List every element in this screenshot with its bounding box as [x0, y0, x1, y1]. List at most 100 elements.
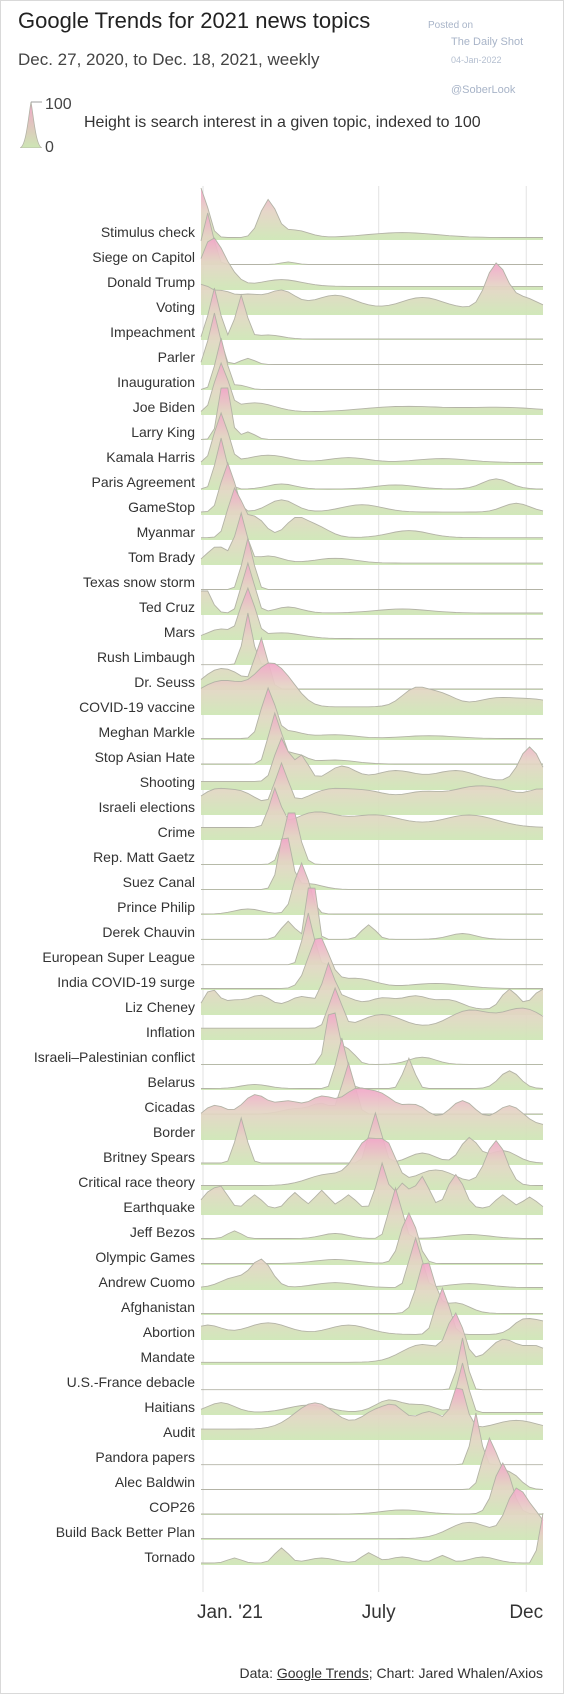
topic-label: Audit — [163, 1424, 195, 1440]
ridge-line — [200, 586, 543, 640]
ridge-line — [201, 537, 543, 590]
ridge-area — [201, 363, 543, 415]
ridge-area — [201, 588, 543, 640]
ridge-line — [200, 511, 543, 564]
ridge-line — [201, 1487, 544, 1540]
ridge-line — [201, 1387, 544, 1430]
chart-title: Google Trends for 2021 news topics — [18, 8, 371, 33]
ridge-line — [201, 812, 543, 865]
topic-label: Andrew Cuomo — [99, 1274, 196, 1290]
ridge-line — [201, 1037, 544, 1089]
ridge-area — [201, 688, 543, 740]
ridge-line — [201, 711, 543, 765]
topic-label: Voting — [156, 299, 195, 315]
ridge-line — [200, 861, 543, 915]
topic-label: Kamala Harris — [106, 449, 195, 465]
x-tick-label: Dec — [509, 1602, 543, 1623]
ridge-line — [200, 961, 544, 1010]
topic-label: COP26 — [149, 1499, 195, 1515]
ridge-line — [201, 786, 544, 828]
source-link[interactable]: Google Trends — [276, 1665, 369, 1681]
topic-label: Myanmar — [137, 524, 196, 540]
ridge-line — [200, 636, 543, 690]
ridge-line — [200, 337, 543, 390]
topic-label: Britney Spears — [103, 1149, 195, 1165]
topic-label: Pandora papers — [95, 1449, 195, 1465]
ridge-line — [200, 1286, 544, 1335]
ridge-line — [201, 736, 544, 782]
ridge-area — [201, 1438, 543, 1490]
topic-label: Stimulus check — [101, 224, 196, 240]
chart-subtitle: Dec. 27, 2020, to Dec. 18, 2021, weekly — [18, 50, 320, 69]
ridge-area — [201, 988, 543, 1040]
ridge-line — [200, 312, 543, 365]
ridge-line — [200, 411, 543, 463]
legend-min-label: 0 — [45, 139, 54, 156]
topic-label: European Super League — [42, 949, 195, 965]
ridge-area — [201, 938, 543, 990]
footer-credit: ; Chart: Jared Whalen/Axios — [368, 1665, 543, 1681]
ridge-line — [200, 662, 544, 708]
posted-on-label: Posted on — [428, 20, 474, 31]
ridge-line — [200, 387, 543, 440]
ridge-line — [200, 1362, 543, 1413]
ridge-area — [201, 438, 543, 490]
ridge-line — [201, 1512, 544, 1564]
ridge-line — [200, 761, 544, 802]
topic-label: Larry King — [131, 424, 195, 440]
ridge-area — [201, 288, 543, 340]
ridge-area — [201, 513, 543, 565]
ridge-area — [201, 1488, 543, 1540]
topic-label: Prince Philip — [117, 899, 195, 915]
topic-label: Earthquake — [123, 1199, 195, 1215]
topic-label: Critical race theory — [78, 1174, 195, 1190]
footer-data-prefix: Data: — [239, 1665, 277, 1681]
ridge-line — [201, 1111, 544, 1164]
ridge-line — [200, 437, 544, 490]
author-handle: @SoberLook — [451, 84, 516, 96]
topic-label: Abortion — [143, 1324, 195, 1340]
ridge-area — [201, 663, 543, 715]
ridge-line — [201, 1012, 543, 1065]
ridge-area — [201, 1413, 543, 1465]
topic-label: Joe Biden — [133, 399, 195, 415]
ridge-line — [200, 187, 543, 238]
topic-label: Meghan Markle — [99, 724, 196, 740]
ridge-line — [201, 686, 543, 740]
ridge-line — [200, 1087, 544, 1125]
ridge-line — [201, 1337, 543, 1391]
topic-label: Haitians — [144, 1399, 195, 1415]
topic-label: Ted Cruz — [139, 599, 195, 615]
ridge-area — [201, 1238, 543, 1290]
topic-label: Suez Canal — [123, 874, 195, 890]
ridge-line — [201, 1262, 543, 1314]
ridge-area — [201, 1338, 543, 1390]
topic-label: Paris Agreement — [92, 474, 196, 490]
topic-label: Israeli–Palestinian conflict — [34, 1049, 195, 1065]
ridge-line — [200, 262, 544, 308]
topic-label: Inflation — [146, 1024, 195, 1040]
topic-label: Donald Trump — [107, 274, 195, 290]
ridge-line — [200, 461, 544, 513]
topic-label: Stop Asian Hate — [95, 749, 196, 765]
topic-label: Tom Brady — [128, 549, 195, 565]
ridge-area — [201, 838, 543, 890]
topic-label: India COVID-19 surge — [57, 974, 195, 990]
topic-label: Siege on Capitol — [92, 249, 195, 265]
ridge-area — [201, 388, 543, 440]
ridge-line — [200, 486, 543, 539]
topic-label: Rush Limbaugh — [97, 649, 195, 665]
topic-label: Shooting — [140, 774, 195, 790]
topic-label: Rep. Matt Gaetz — [93, 849, 195, 865]
ridge-line — [201, 912, 543, 966]
ridge-line — [200, 1161, 544, 1209]
topic-label: Derek Chauvin — [102, 924, 195, 940]
ridge-area — [201, 488, 543, 540]
ridge-line — [201, 561, 543, 614]
legend-description: Height is search interest in a given top… — [84, 114, 481, 131]
topic-label: Border — [153, 1124, 195, 1140]
ridge-line — [200, 212, 543, 265]
topic-label: Alec Baldwin — [115, 1474, 195, 1490]
topic-label: Cicadas — [144, 1099, 195, 1115]
